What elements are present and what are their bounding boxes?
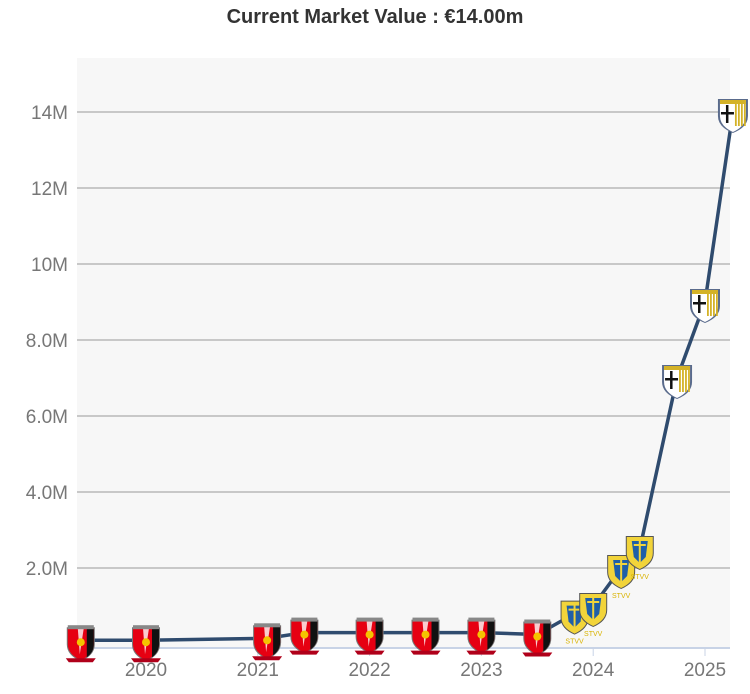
data-point-parma-crest-icon[interactable] [662,365,693,399]
data-point-parma-crest-icon[interactable] [690,289,720,323]
y-tick-label: 2.0M [26,559,68,580]
data-point-urawa-crest-icon[interactable] [131,625,161,663]
y-tick-label: 10M [31,255,68,276]
y-tick-label: 8.0M [26,331,68,352]
svg-text:STVV: STVV [584,631,603,638]
data-point-urawa-crest-icon[interactable] [410,617,441,655]
x-tick-label: 2024 [572,660,615,681]
data-point-stvv-crest-icon[interactable]: STVV [579,593,608,638]
plot-area [77,58,730,648]
data-point-parma-crest-icon[interactable] [717,99,748,133]
chart-title: Current Market Value : €14.00m [226,6,524,28]
svg-text:STVV: STVV [612,593,631,600]
x-tick-label: 2021 [237,660,279,681]
y-tick-label: 12M [31,179,68,200]
x-tick-label: 2020 [125,660,167,681]
data-point-urawa-crest-icon[interactable] [466,617,497,655]
data-point-stvv-crest-icon[interactable]: STVV [607,555,636,600]
svg-text:STVV: STVV [631,574,650,581]
x-tick-label: 2023 [460,660,502,681]
y-tick-label: 14M [31,103,68,124]
data-point-urawa-crest-icon[interactable] [252,623,283,661]
data-point-urawa-crest-icon[interactable] [289,617,320,655]
x-tick-label: 2022 [348,660,390,681]
data-point-urawa-crest-icon[interactable] [354,617,385,655]
y-tick-label: 6.0M [26,407,68,428]
svg-text:STVV: STVV [565,639,584,646]
data-point-urawa-crest-icon[interactable] [522,619,553,657]
x-tick-label: 2025 [684,660,726,681]
data-point-stvv-crest-icon[interactable]: STVV [625,536,654,581]
data-point-urawa-crest-icon[interactable] [65,625,96,663]
y-tick-label: 4.0M [26,483,68,504]
